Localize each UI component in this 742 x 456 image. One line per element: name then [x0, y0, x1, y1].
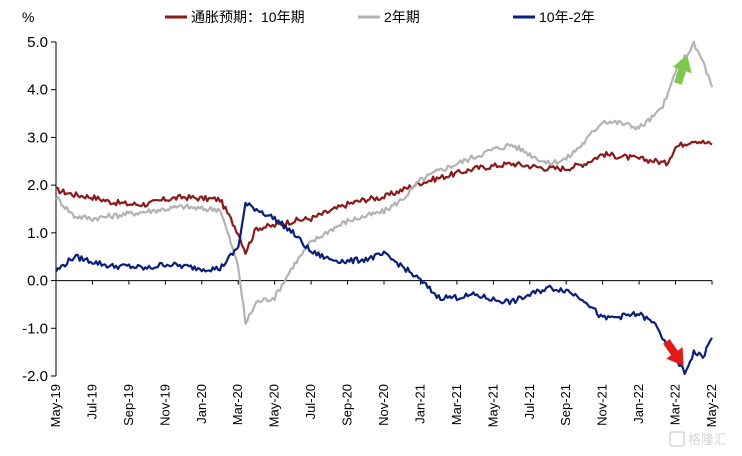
legend-label-1: 2年期	[384, 9, 420, 25]
x-tick-label: Mar-20	[230, 384, 245, 425]
legend-label-0: 通胀预期：10年期	[191, 9, 305, 25]
x-tick-label: Mar-22	[668, 384, 683, 425]
x-tick-label: Jan-20	[194, 384, 209, 424]
legend: 通胀预期：10年期 2年期 10年-2年	[165, 9, 595, 25]
up-arrow-icon	[672, 54, 692, 85]
y-tick-label: 1.0	[27, 225, 48, 242]
down-arrow-icon	[663, 339, 684, 366]
watermark-logo-icon	[669, 431, 685, 447]
x-tick-label: Jul-19	[84, 384, 99, 419]
x-tick-label: May-20	[267, 384, 282, 427]
x-tick-label: Jul-20	[303, 384, 318, 419]
series-line-0	[55, 139, 713, 255]
y-unit-label: %	[22, 9, 34, 25]
legend-label-2: 10年-2年	[539, 9, 595, 25]
x-tick-label: Nov-21	[595, 384, 610, 426]
x-tick-label: Nov-19	[157, 384, 172, 426]
x-tick-label: May-21	[485, 384, 500, 427]
x-tick-label: May-19	[48, 384, 63, 427]
x-tick-label: Sep-21	[558, 384, 573, 426]
x-tick-label: Nov-20	[376, 384, 391, 426]
y-tick-label: 4.0	[27, 82, 48, 99]
y-tick-label: -1.0	[22, 320, 48, 337]
x-axis: May-19 Jul-19 Sep-19 Nov-19 Jan-20 Mar-20 May-…	[48, 280, 719, 427]
series-line-2	[55, 201, 713, 375]
x-tick-label: Jan-21	[412, 384, 427, 424]
x-tick-label: Jul-21	[522, 384, 537, 419]
x-tick-label: Sep-20	[340, 384, 355, 426]
y-tick-label: 0.0	[27, 273, 48, 290]
x-tick-label: Jan-22	[631, 384, 646, 424]
y-axis: 5.0 4.0 3.0 2.0 1.0 0.0 -1.0 -2.0	[22, 34, 57, 385]
series-layer	[55, 40, 714, 375]
y-tick-label: 5.0	[27, 34, 48, 51]
series-line-1	[55, 40, 714, 325]
watermark-text: 格隆汇	[688, 432, 727, 447]
watermark: 格隆汇	[669, 431, 727, 447]
y-tick-label: -2.0	[22, 368, 48, 385]
x-tick-label: Mar-21	[449, 384, 464, 425]
y-tick-label: 2.0	[27, 177, 48, 194]
x-tick-label: Sep-19	[121, 384, 136, 426]
x-tick-label: May-22	[704, 384, 719, 427]
y-tick-label: 3.0	[27, 129, 48, 146]
annotation-layer	[663, 54, 692, 366]
